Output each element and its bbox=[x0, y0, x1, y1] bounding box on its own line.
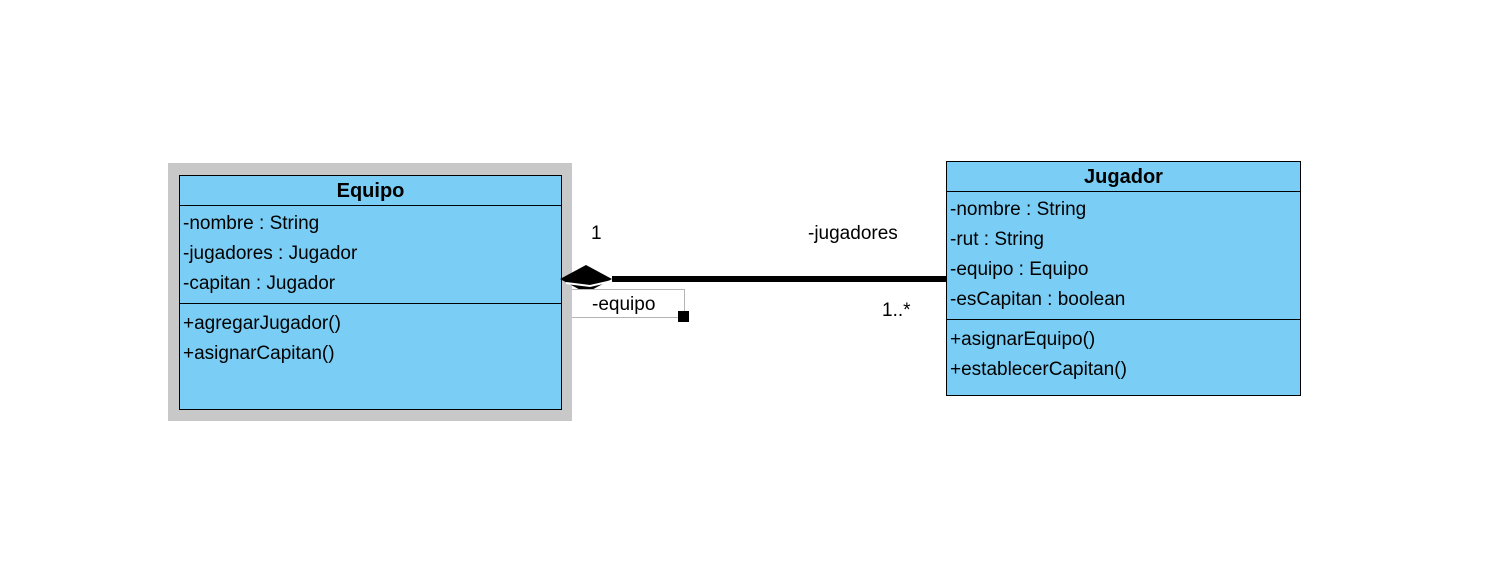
class-equipo[interactable]: Equipo -nombre : String -jugadores : Jug… bbox=[179, 175, 562, 410]
role-label-leader-line bbox=[565, 280, 613, 288]
class-equipo-title: Equipo bbox=[180, 176, 561, 206]
attribute-row[interactable]: -nombre : String bbox=[183, 213, 320, 234]
multiplicity-label-equipo[interactable]: 1 bbox=[591, 223, 602, 244]
class-equipo-operations: +agregarJugador() +asignarCapitan() bbox=[180, 304, 561, 369]
operation-row[interactable]: +asignarEquipo() bbox=[950, 329, 1096, 350]
class-jugador-attributes: -nombre : String -rut : String -equipo :… bbox=[947, 192, 1300, 320]
attribute-row[interactable]: -capitan : Jugador bbox=[183, 273, 336, 294]
class-jugador-operations: +asignarEquipo() +establecerCapitan() bbox=[947, 320, 1300, 385]
attribute-row[interactable]: -nombre : String bbox=[950, 199, 1087, 220]
class-equipo-attributes: -nombre : String -jugadores : Jugador -c… bbox=[180, 206, 561, 304]
class-jugador[interactable]: Jugador -nombre : String -rut : String -… bbox=[946, 161, 1301, 396]
resize-handle-icon[interactable] bbox=[678, 311, 689, 322]
attribute-row[interactable]: -jugadores : Jugador bbox=[183, 243, 358, 264]
composition-diamond-icon[interactable] bbox=[560, 265, 612, 293]
attribute-row[interactable]: -esCapitan : boolean bbox=[950, 289, 1126, 310]
operation-row[interactable]: +establecerCapitan() bbox=[950, 359, 1127, 380]
operation-row[interactable]: +agregarJugador() bbox=[183, 313, 341, 334]
role-label-equipo[interactable]: -equipo bbox=[572, 289, 685, 318]
operation-row[interactable]: +asignarCapitan() bbox=[183, 343, 335, 364]
multiplicity-label-jugador[interactable]: 1..* bbox=[882, 300, 911, 321]
role-label-jugadores[interactable]: -jugadores bbox=[808, 223, 898, 244]
class-jugador-title: Jugador bbox=[947, 162, 1300, 192]
attribute-row[interactable]: -rut : String bbox=[950, 229, 1044, 250]
attribute-row[interactable]: -equipo : Equipo bbox=[950, 259, 1089, 280]
